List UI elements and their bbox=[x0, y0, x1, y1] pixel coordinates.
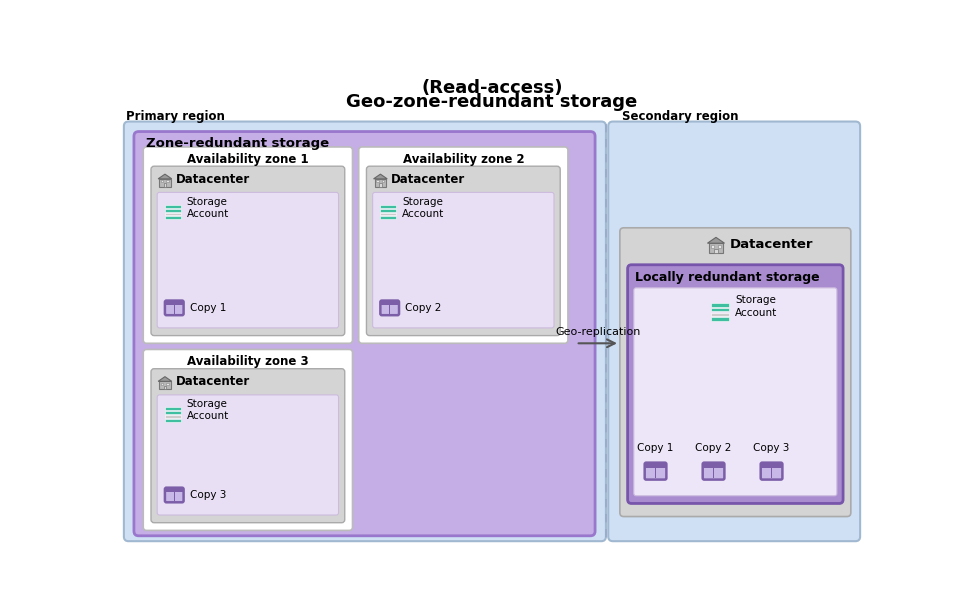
Bar bbox=[389, 305, 391, 314]
Text: Copy 2: Copy 2 bbox=[695, 443, 732, 453]
FancyBboxPatch shape bbox=[157, 192, 339, 328]
Text: Availability zone 1: Availability zone 1 bbox=[187, 153, 309, 166]
Bar bbox=[165, 411, 180, 414]
Text: Storage
Account: Storage Account bbox=[402, 197, 444, 219]
Bar bbox=[710, 312, 730, 316]
FancyBboxPatch shape bbox=[760, 462, 782, 480]
FancyBboxPatch shape bbox=[143, 349, 352, 530]
Text: Storage
Account: Storage Account bbox=[735, 295, 778, 317]
FancyBboxPatch shape bbox=[165, 488, 183, 502]
Bar bbox=[709, 243, 723, 253]
Bar bbox=[165, 208, 180, 212]
FancyBboxPatch shape bbox=[151, 166, 345, 336]
Text: Storage
Account: Storage Account bbox=[186, 399, 228, 421]
Bar bbox=[771, 468, 772, 478]
Bar bbox=[374, 179, 386, 187]
Text: (Read-access): (Read-access) bbox=[421, 79, 563, 97]
Text: Datacenter: Datacenter bbox=[730, 238, 813, 252]
Bar bbox=[174, 305, 175, 314]
Text: Datacenter: Datacenter bbox=[392, 173, 466, 186]
FancyBboxPatch shape bbox=[372, 192, 554, 328]
Text: Copy 1: Copy 1 bbox=[637, 443, 674, 453]
Bar bbox=[165, 205, 180, 208]
Polygon shape bbox=[158, 174, 172, 179]
Bar bbox=[165, 419, 180, 422]
Polygon shape bbox=[373, 174, 387, 179]
Bar bbox=[159, 179, 171, 187]
Bar bbox=[165, 407, 180, 410]
FancyBboxPatch shape bbox=[165, 301, 183, 315]
Bar bbox=[161, 383, 163, 385]
Bar bbox=[711, 245, 714, 247]
Polygon shape bbox=[708, 237, 725, 243]
Text: Storage
Account: Storage Account bbox=[186, 197, 228, 219]
Text: Availability zone 3: Availability zone 3 bbox=[187, 355, 309, 368]
Bar bbox=[166, 301, 182, 305]
Bar bbox=[645, 464, 665, 468]
Bar bbox=[163, 386, 166, 389]
Text: Copy 2: Copy 2 bbox=[405, 303, 442, 313]
Text: Copy 1: Copy 1 bbox=[190, 303, 227, 313]
FancyBboxPatch shape bbox=[628, 265, 843, 504]
FancyBboxPatch shape bbox=[151, 369, 345, 523]
FancyBboxPatch shape bbox=[609, 122, 860, 541]
FancyBboxPatch shape bbox=[645, 462, 666, 480]
Bar bbox=[655, 468, 656, 478]
Bar bbox=[159, 381, 171, 389]
Text: Secondary region: Secondary region bbox=[622, 109, 738, 122]
Text: Locally redundant storage: Locally redundant storage bbox=[636, 271, 820, 284]
Bar bbox=[174, 492, 175, 501]
Bar bbox=[714, 249, 718, 253]
Text: Datacenter: Datacenter bbox=[176, 375, 250, 388]
Bar bbox=[166, 180, 169, 182]
Bar bbox=[165, 415, 180, 418]
Bar bbox=[165, 216, 180, 220]
Bar bbox=[379, 183, 382, 187]
Bar bbox=[710, 303, 730, 307]
FancyBboxPatch shape bbox=[620, 228, 851, 517]
Bar bbox=[380, 216, 396, 220]
Text: Zone-redundant storage: Zone-redundant storage bbox=[146, 137, 328, 151]
FancyBboxPatch shape bbox=[367, 166, 561, 336]
Bar bbox=[166, 383, 169, 385]
Bar bbox=[710, 308, 730, 311]
Bar bbox=[380, 213, 396, 215]
Polygon shape bbox=[158, 376, 172, 381]
Bar bbox=[382, 180, 384, 182]
Bar bbox=[380, 205, 396, 208]
FancyBboxPatch shape bbox=[703, 462, 725, 480]
Bar bbox=[710, 317, 730, 320]
Bar bbox=[380, 208, 396, 212]
FancyBboxPatch shape bbox=[359, 147, 568, 343]
Bar bbox=[376, 180, 379, 182]
Bar bbox=[163, 183, 166, 187]
FancyBboxPatch shape bbox=[380, 301, 399, 315]
Bar bbox=[718, 245, 721, 247]
Text: Geo-zone-redundant storage: Geo-zone-redundant storage bbox=[347, 92, 637, 111]
Text: Copy 3: Copy 3 bbox=[190, 490, 227, 500]
Bar bbox=[166, 488, 182, 492]
Bar bbox=[381, 301, 398, 305]
FancyBboxPatch shape bbox=[143, 147, 352, 343]
Text: Copy 3: Copy 3 bbox=[754, 443, 790, 453]
FancyBboxPatch shape bbox=[634, 288, 837, 496]
FancyBboxPatch shape bbox=[157, 395, 339, 515]
Bar bbox=[704, 464, 724, 468]
Bar bbox=[713, 468, 714, 478]
Bar bbox=[161, 180, 163, 182]
FancyBboxPatch shape bbox=[124, 122, 606, 541]
Text: Datacenter: Datacenter bbox=[176, 173, 250, 186]
Text: Geo-replication: Geo-replication bbox=[555, 327, 640, 337]
Bar bbox=[761, 464, 781, 468]
Bar bbox=[165, 213, 180, 215]
Text: Availability zone 2: Availability zone 2 bbox=[402, 153, 524, 166]
Text: Primary region: Primary region bbox=[126, 109, 225, 122]
FancyBboxPatch shape bbox=[134, 132, 595, 536]
